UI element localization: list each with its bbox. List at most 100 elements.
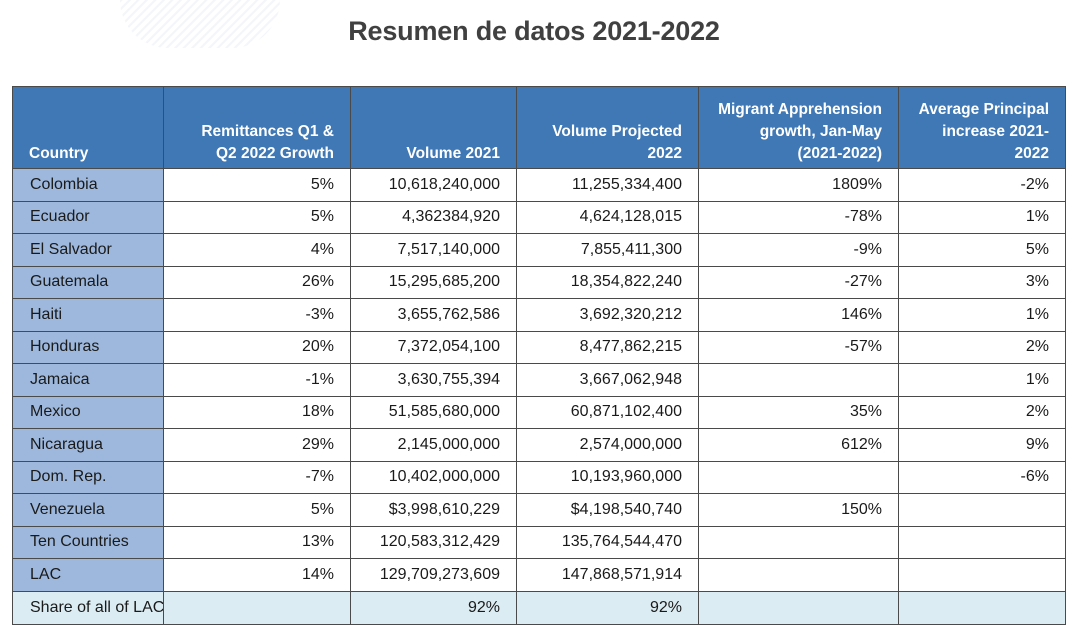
cell-average-principal-increase: 3%: [898, 265, 1066, 299]
column-header-volume-2021: Volume 2021: [350, 86, 517, 169]
share-cell-remittances-growth: [163, 590, 351, 625]
column-header-average-principal-increase: Average Principal increase 2021-2022: [898, 86, 1066, 169]
table-row: El Salvador 4% 7,517,140,000 7,855,411,300-…: [12, 233, 1066, 267]
cell-country: Mexico: [12, 395, 164, 429]
cell-volume-projected-2022: 4,624,128,015: [516, 200, 699, 234]
cell-country: Nicaragua: [12, 428, 164, 462]
cell-migrant-apprehension-growth: [698, 558, 899, 592]
cell-average-principal-increase: 9%: [898, 428, 1066, 462]
cell-volume-2021: $3,998,610,229: [350, 493, 517, 527]
cell-average-principal-increase: -6%: [898, 460, 1066, 494]
cell-volume-projected-2022: 18,354,822,240: [516, 265, 699, 299]
cell-volume-2021: 3,655,762,586: [350, 298, 517, 332]
cell-remittances-growth: -7%: [163, 460, 351, 494]
cell-migrant-apprehension-growth: -57%: [698, 330, 899, 364]
cell-volume-2021: 15,295,685,200: [350, 265, 517, 299]
summary-table: Country Remittances Q1 & Q2 2022 Growth …: [12, 86, 1066, 625]
cell-average-principal-increase: 1%: [898, 363, 1066, 397]
cell-country: Ten Countries: [12, 525, 164, 559]
cell-remittances-growth: 13%: [163, 525, 351, 559]
cell-remittances-growth: -3%: [163, 298, 351, 332]
cell-remittances-growth: 5%: [163, 493, 351, 527]
table-row: Ten Countries 13% 120,583,312,429 135,764,5…: [12, 525, 1066, 559]
cell-volume-2021: 10,402,000,000: [350, 460, 517, 494]
cell-migrant-apprehension-growth: 150%: [698, 493, 899, 527]
cell-country: Guatemala: [12, 265, 164, 299]
header-row: Country Remittances Q1 & Q2 2022 Growth …: [12, 86, 1066, 169]
cell-volume-2021: 7,517,140,000: [350, 233, 517, 267]
cell-remittances-growth: 5%: [163, 168, 351, 202]
cell-migrant-apprehension-growth: [698, 460, 899, 494]
cell-volume-2021: 10,618,240,000: [350, 168, 517, 202]
table-row: Guatemala 26% 15,295,685,200 18,354,822,240…: [12, 265, 1066, 299]
cell-average-principal-increase: [898, 558, 1066, 592]
cell-country: Ecuador: [12, 200, 164, 234]
cell-volume-projected-2022: 3,667,062,948: [516, 363, 699, 397]
share-cell-country: Share of all of LAC: [12, 590, 164, 625]
cell-remittances-growth: 5%: [163, 200, 351, 234]
cell-volume-2021: 120,583,312,429: [350, 525, 517, 559]
cell-migrant-apprehension-growth: -9%: [698, 233, 899, 267]
cell-volume-projected-2022: $4,198,540,740: [516, 493, 699, 527]
cell-migrant-apprehension-growth: 1809%: [698, 168, 899, 202]
cell-remittances-growth: 26%: [163, 265, 351, 299]
cell-country: El Salvador: [12, 233, 164, 267]
cell-volume-projected-2022: 147,868,571,914: [516, 558, 699, 592]
cell-volume-projected-2022: 11,255,334,400: [516, 168, 699, 202]
cell-volume-2021: 51,585,680,000: [350, 395, 517, 429]
cell-average-principal-increase: -2%: [898, 168, 1066, 202]
table-row: Dom. Rep. -7% 10,402,000,000 10,193,960,000…: [12, 460, 1066, 494]
cell-migrant-apprehension-growth: 146%: [698, 298, 899, 332]
cell-remittances-growth: -1%: [163, 363, 351, 397]
table-row: Ecuador 5% 4,362384,920 4,624,128,015 -78% 1%: [12, 200, 1066, 234]
table-row: Colombia 5% 10,618,240,000 11,255,334,400 18…: [12, 168, 1066, 202]
cell-volume-2021: 2,145,000,000: [350, 428, 517, 462]
cell-volume-projected-2022: 60,871,102,400: [516, 395, 699, 429]
cell-volume-projected-2022: 8,477,862,215: [516, 330, 699, 364]
share-cell-volume-2021: 92%: [350, 590, 517, 625]
cell-volume-2021: 129,709,273,609: [350, 558, 517, 592]
cell-country: Colombia: [12, 168, 164, 202]
table-row: Jamaica -1% 3,630,755,394 3,667,062,948 1%: [12, 363, 1066, 397]
cell-migrant-apprehension-growth: -27%: [698, 265, 899, 299]
page-title: Resumen de datos 2021-2022: [348, 16, 720, 46]
cell-remittances-growth: 18%: [163, 395, 351, 429]
share-row: Share of all of LAC 92% 92%: [12, 590, 1066, 625]
cell-remittances-growth: 29%: [163, 428, 351, 462]
cell-migrant-apprehension-growth: 612%: [698, 428, 899, 462]
cell-average-principal-increase: 1%: [898, 200, 1066, 234]
cell-country: Haiti: [12, 298, 164, 332]
table-row: Venezuela 5% $3,998,610,229 $4,198,540,740 1…: [12, 493, 1066, 527]
cell-country: Jamaica: [12, 363, 164, 397]
cell-volume-2021: 7,372,054,100: [350, 330, 517, 364]
cell-volume-projected-2022: 2,574,000,000: [516, 428, 699, 462]
cell-average-principal-increase: 2%: [898, 330, 1066, 364]
cell-volume-2021: 4,362384,920: [350, 200, 517, 234]
table-row: Haiti -3% 3,655,762,586 3,692,320,212 146% 1%: [12, 298, 1066, 332]
cell-migrant-apprehension-growth: [698, 363, 899, 397]
share-cell-volume-projected-2022: 92%: [516, 590, 699, 625]
cell-average-principal-increase: 1%: [898, 298, 1066, 332]
table-row: LAC 14% 129,709,273,609 147,868,571,914: [12, 558, 1066, 592]
cell-country: Honduras: [12, 330, 164, 364]
table-row: Mexico 18% 51,585,680,000 60,871,102,400 35%…: [12, 395, 1066, 429]
cell-country: Dom. Rep.: [12, 460, 164, 494]
column-header-volume-projected-2022: Volume Projected 2022: [516, 86, 699, 169]
cell-migrant-apprehension-growth: -78%: [698, 200, 899, 234]
cell-remittances-growth: 20%: [163, 330, 351, 364]
share-cell-migrant-apprehension-growth: [698, 590, 899, 625]
cell-average-principal-increase: [898, 525, 1066, 559]
column-header-migrant-apprehension-growth: Migrant Apprehension growth, Jan-May (20…: [698, 86, 899, 169]
cell-remittances-growth: 14%: [163, 558, 351, 592]
cell-average-principal-increase: 2%: [898, 395, 1066, 429]
cell-country: LAC: [12, 558, 164, 592]
cell-average-principal-increase: 5%: [898, 233, 1066, 267]
column-header-country: Country: [12, 86, 164, 169]
cell-volume-projected-2022: 10,193,960,000: [516, 460, 699, 494]
cell-migrant-apprehension-growth: [698, 525, 899, 559]
watermark-decoration: [120, 0, 280, 48]
column-header-remittances-growth: Remittances Q1 & Q2 2022 Growth: [163, 86, 351, 169]
cell-volume-2021: 3,630,755,394: [350, 363, 517, 397]
table-row: Nicaragua 29% 2,145,000,000 2,574,000,000 61…: [12, 428, 1066, 462]
cell-volume-projected-2022: 3,692,320,212: [516, 298, 699, 332]
